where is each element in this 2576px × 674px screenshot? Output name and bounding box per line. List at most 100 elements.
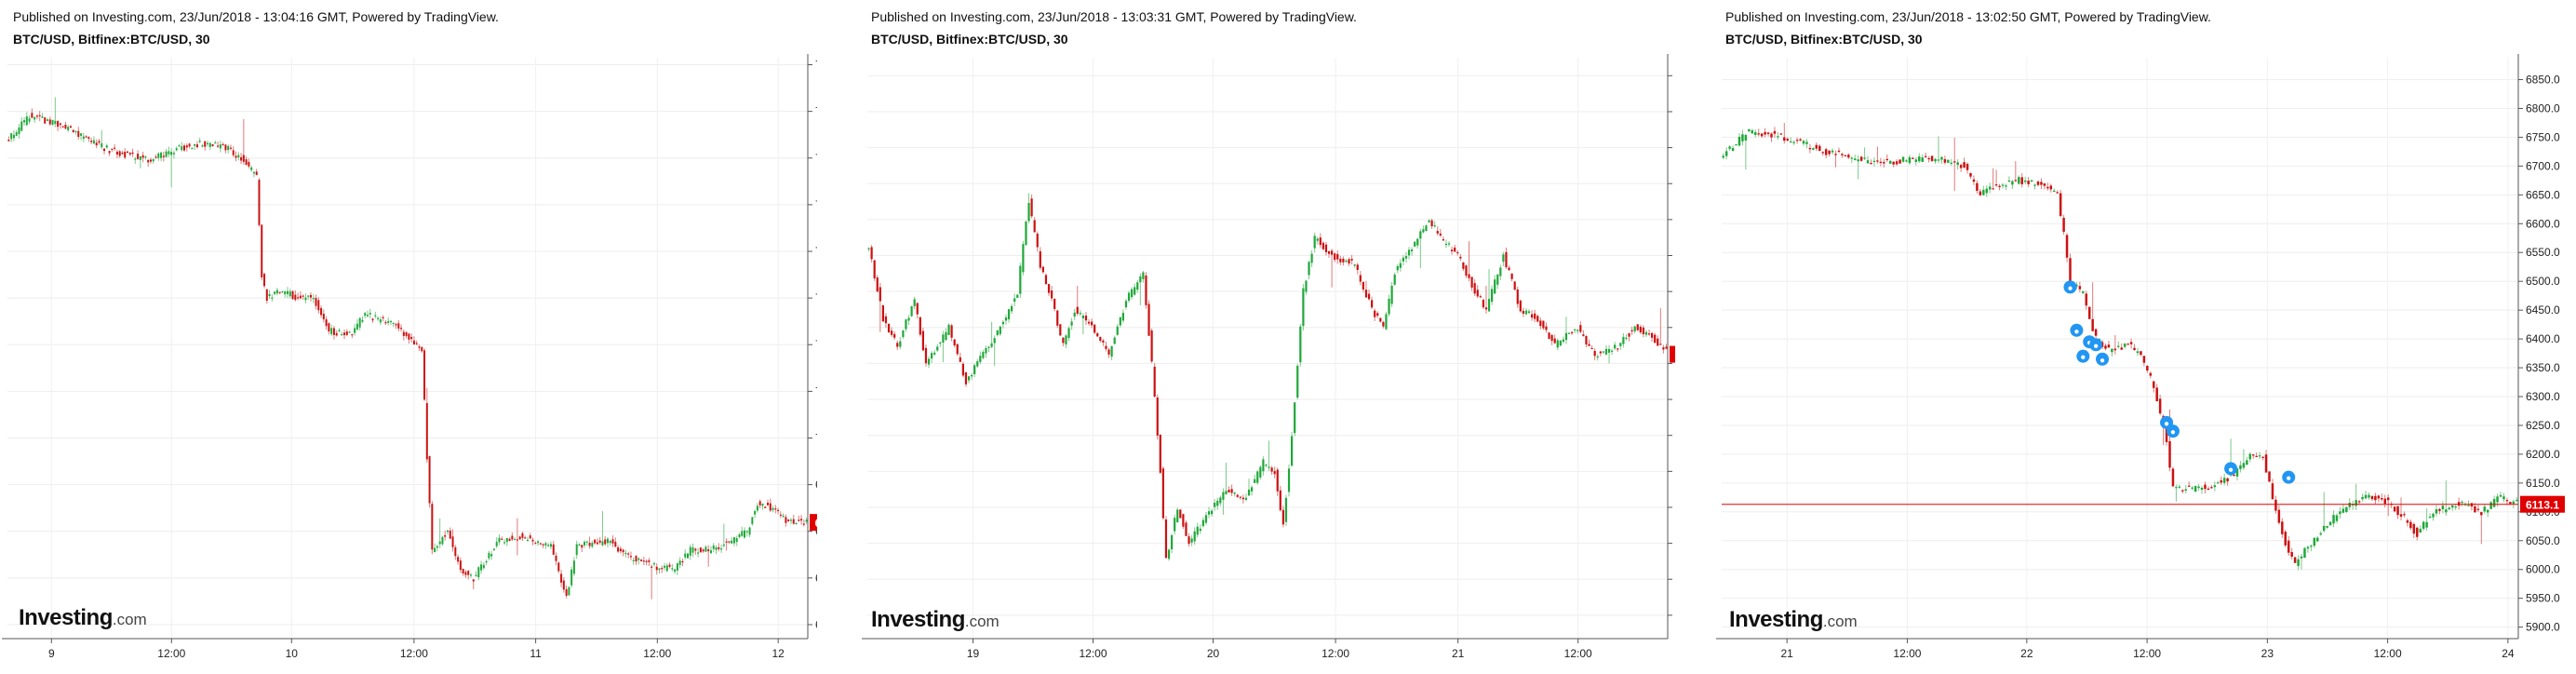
candle-body [198,141,201,142]
candle-body [2355,500,2357,506]
candle-body [732,537,735,544]
news-marker-icon: ● [2070,323,2084,337]
candle [345,329,348,337]
candle-body [451,536,454,547]
candle [2450,505,2454,511]
candle [870,245,873,263]
price-badge-label: 6819.1 [815,517,817,530]
candle-body [1735,144,1737,146]
news-marker-icon: ● [2089,338,2103,352]
candle-body [1545,326,1548,330]
candle-body [1399,263,1402,268]
candle [397,319,400,331]
candle-body [2091,318,2094,331]
candle [1244,493,1248,502]
candle [1770,132,1773,142]
candle-body [767,503,769,506]
candle-body [921,330,924,351]
candle [1442,236,1444,242]
x-tick-label: 20 [1207,647,1220,660]
candle-body [684,553,687,558]
candle [664,562,666,571]
candle [588,536,591,549]
candle-body [1651,332,1654,338]
candle-body [2383,498,2387,504]
candle-body [492,548,495,550]
candle [1556,338,1559,351]
candle [255,168,258,176]
candle [1127,290,1131,303]
candle [490,550,493,560]
candle [771,506,774,513]
candle [1604,344,1608,356]
candle [1273,466,1276,479]
candle-body [1927,157,1930,160]
candle [501,536,503,540]
candle-body [956,344,959,355]
candle-body [469,574,472,576]
y-tick-label: 6600.0 [815,618,817,631]
candle-body [1439,233,1442,236]
candle [459,557,462,573]
candle [539,542,542,545]
investing-logo: Investing.com [19,605,147,631]
candle [172,150,175,159]
candle-body [219,144,221,149]
candle [1179,509,1182,519]
candle [2264,450,2268,473]
candle [651,564,653,600]
price-chart[interactable]: ●●● ●● ●●●●●6850.06800.06750.06700.06650.0… [1712,0,2576,674]
candle [531,537,534,546]
news-marker-glyph: ● [2067,283,2073,293]
candle-body [1171,534,1174,550]
candle-body [361,319,364,322]
candle-body [999,326,1001,334]
candle [2351,500,2355,510]
candle [415,340,418,346]
y-tick-label: 7000.0 [815,431,817,444]
candle [309,292,312,302]
candle [15,129,18,137]
candle-body [1491,289,1494,303]
candle-body [248,161,250,167]
candle [2390,501,2393,509]
candle-body [961,363,964,376]
candle [2328,521,2332,526]
candle [767,499,769,506]
candle [1324,241,1328,256]
candle [715,545,718,555]
candle [28,115,31,125]
candle-body [137,154,140,159]
candle [242,118,245,165]
candle [1622,332,1625,348]
candle-body [1564,332,1568,341]
candle [1091,318,1093,329]
candle-body [1185,522,1187,536]
price-chart[interactable]: 6860.06840.06820.06800.06780.06760.06740… [858,0,1675,674]
candle-body [131,152,134,155]
candle-body [144,156,147,158]
candle [648,558,651,566]
candle-body [2155,387,2158,401]
candle [725,538,728,551]
candle [1914,156,1918,166]
candle-body [1921,157,1924,162]
candle [1633,325,1636,334]
candle-body [1336,253,1339,260]
event-markers: ●●● ●● ●●●●● [2063,280,2296,484]
candle-body [2370,495,2374,500]
candle-body [924,347,928,364]
candle-body [1934,158,1937,162]
candle-body [521,532,524,538]
candle-body [2133,347,2136,350]
candle [2127,343,2129,345]
candle [1582,330,1585,337]
candle-body [2290,551,2293,557]
candle-body [7,140,10,142]
candle-body [480,564,483,571]
candle-body [2036,182,2040,185]
x-tick-label: 12:00 [2133,647,2161,660]
price-chart[interactable]: 7800.07700.07600.07500.07400.07300.07200… [0,0,817,674]
candle [121,150,124,155]
x-tick-label: 21 [1781,647,1794,660]
